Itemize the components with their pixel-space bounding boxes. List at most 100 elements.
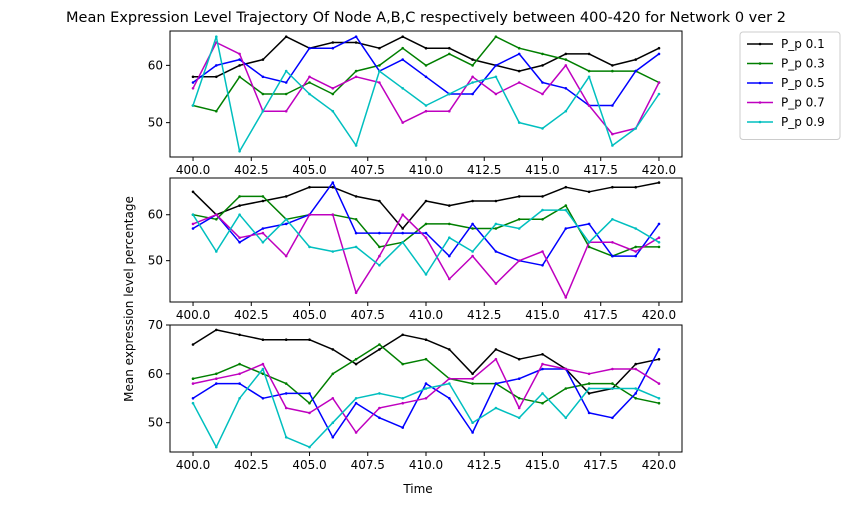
data-point xyxy=(261,338,265,342)
panel-A: 50 60 400.0 402.5 405.0 407.5 410.0 412.5 415.0 4… xyxy=(148,30,683,177)
data-point xyxy=(494,75,498,79)
data-point xyxy=(284,92,288,96)
data-point xyxy=(541,401,544,405)
data-point xyxy=(331,92,335,96)
plot-panels: 50 60 400.0 402.5 405.0 407.5 410.0 412.5 415.0 4… xyxy=(148,30,683,472)
x-tick-label: 407.5 xyxy=(351,458,385,472)
data-point xyxy=(401,362,405,366)
data-point xyxy=(284,222,288,226)
data-point xyxy=(564,87,568,90)
data-point xyxy=(611,218,614,221)
x-tick-label: 415.0 xyxy=(525,308,559,322)
data-point xyxy=(308,392,311,395)
data-point xyxy=(308,92,311,96)
data-point xyxy=(587,222,591,226)
data-point xyxy=(238,397,241,400)
data-point xyxy=(587,75,591,79)
series-line-A-3 xyxy=(192,41,660,135)
x-tick-label: 410.0 xyxy=(409,163,443,177)
data-point xyxy=(215,64,218,67)
x-tick-label: 402.5 xyxy=(234,163,268,177)
data-point xyxy=(238,58,241,61)
data-point xyxy=(261,231,265,235)
x-tick-label: 402.5 xyxy=(234,458,268,472)
data-point xyxy=(284,69,288,73)
data-point xyxy=(587,387,591,390)
data-point xyxy=(401,121,405,124)
data-point xyxy=(424,387,428,390)
data-point xyxy=(657,181,661,184)
legend-label: P_p 0.3 xyxy=(781,57,825,71)
data-point xyxy=(494,35,498,38)
legend-marker xyxy=(758,120,762,124)
data-point xyxy=(494,64,498,67)
data-point xyxy=(401,58,405,61)
data-point xyxy=(331,213,335,216)
data-point xyxy=(191,75,195,79)
data-point xyxy=(284,436,288,439)
x-tick-label: 405.0 xyxy=(292,163,326,177)
data-point xyxy=(378,264,381,267)
data-point xyxy=(215,35,218,38)
data-point xyxy=(284,254,288,258)
data-point xyxy=(308,75,311,79)
data-point xyxy=(378,199,381,203)
data-point xyxy=(308,245,311,249)
data-point xyxy=(354,144,358,147)
x-tick-label: 412.5 xyxy=(467,308,501,322)
data-point xyxy=(238,195,241,198)
panel-C: 50 60 70 400.0 402.5 405.0 407.5 410.0 412.5 415.… xyxy=(148,318,683,472)
data-point xyxy=(261,92,265,96)
x-tick-label: 407.5 xyxy=(351,308,385,322)
data-point xyxy=(634,127,637,130)
data-point xyxy=(191,343,195,346)
data-point xyxy=(378,46,381,50)
data-point xyxy=(448,397,451,400)
x-tick-label: 417.5 xyxy=(584,308,618,322)
data-point xyxy=(517,227,521,230)
data-point xyxy=(587,52,591,56)
data-point xyxy=(541,362,544,366)
legend-label: P_p 0.1 xyxy=(781,37,825,51)
x-tick-label: 417.5 xyxy=(584,163,618,177)
data-point xyxy=(611,382,614,385)
data-point xyxy=(284,81,288,84)
data-point xyxy=(424,231,428,235)
data-point xyxy=(424,104,428,107)
data-point xyxy=(238,333,241,337)
data-point xyxy=(238,75,241,79)
data-point xyxy=(634,362,637,366)
data-point xyxy=(331,185,335,189)
data-point xyxy=(517,121,521,124)
data-point xyxy=(331,372,335,376)
data-point xyxy=(471,64,474,67)
data-point xyxy=(354,231,358,235)
data-point xyxy=(331,348,335,351)
data-point xyxy=(611,132,614,136)
data-point xyxy=(611,241,614,244)
data-point xyxy=(541,81,544,84)
data-point xyxy=(494,282,498,285)
data-point xyxy=(657,222,661,226)
data-point xyxy=(611,104,614,107)
data-point xyxy=(331,250,335,253)
data-point xyxy=(401,333,405,337)
data-point xyxy=(261,362,265,366)
data-point xyxy=(587,241,591,244)
series-line-C-4 xyxy=(192,368,660,448)
data-point xyxy=(541,64,544,67)
data-point xyxy=(657,81,661,84)
data-point xyxy=(354,431,358,434)
data-point xyxy=(191,190,195,194)
data-point xyxy=(448,222,451,226)
data-point xyxy=(471,421,474,425)
data-point xyxy=(564,64,568,67)
data-point xyxy=(284,35,288,38)
data-point xyxy=(191,81,195,84)
data-point xyxy=(541,92,544,96)
data-point xyxy=(611,144,614,147)
x-tick-label: 415.0 xyxy=(525,163,559,177)
data-point xyxy=(494,222,498,226)
data-point xyxy=(424,357,428,361)
